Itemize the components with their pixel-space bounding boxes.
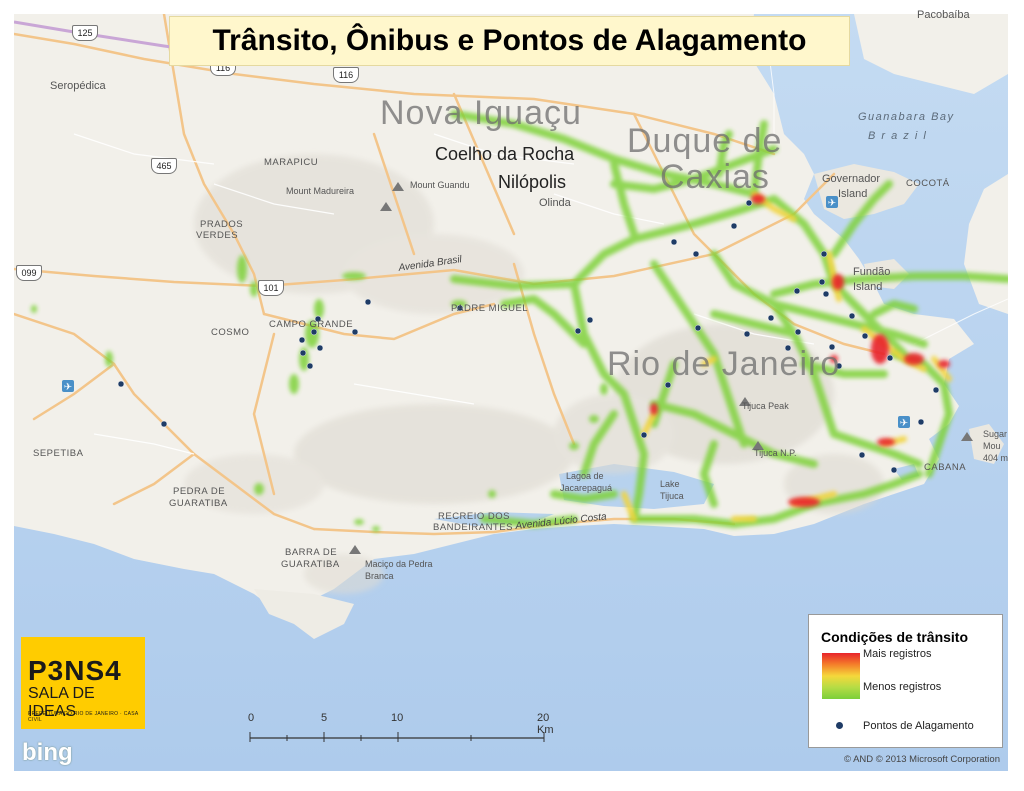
traffic-heat-high (650, 194, 950, 507)
place-rio-de-janeiro: Rio de Janeiro (607, 345, 841, 383)
place-padre-miguel: PADRE MIGUEL (451, 303, 529, 314)
place-recreio-1: RECREIO DOS (438, 511, 511, 522)
place-barra-1: BARRA DE (285, 547, 338, 558)
airport-icons: ✈ ✈ ✈ (62, 196, 910, 429)
place-macico-2: Branca (365, 571, 394, 581)
guaratiba-spit (254, 589, 354, 639)
scale-label-20: 20 Km (537, 712, 554, 736)
scale-label-0: 0 (248, 712, 255, 724)
legend-flood-dot-icon (836, 722, 843, 729)
bing-logo: bing (22, 739, 73, 766)
place-fundao-1: Fundão (853, 266, 891, 278)
ferry-lines (768, 53, 1008, 345)
place-duque-de-caxias-1: Duque de (627, 122, 783, 160)
road-shield-465: 465 (151, 158, 177, 174)
road-shield-125: 125 (72, 25, 98, 41)
flood-points (117, 199, 940, 474)
scale-label-10: 10 (391, 712, 404, 724)
place-brazil-sea: B r a z i l (868, 130, 928, 142)
legend: Condições de trânsito Mais registros Men… (808, 614, 1003, 748)
relief (184, 154, 884, 594)
logo-main-text: P3NS4 (28, 655, 122, 686)
mountain-peak-icons (349, 182, 973, 554)
place-cosmo: COSMO (211, 327, 250, 338)
place-governador-1: Governador (822, 173, 881, 185)
place-mount-guandu: Mount Guandu (410, 180, 470, 190)
scale-label-5: 5 (321, 712, 328, 724)
svg-text:✈: ✈ (900, 418, 908, 429)
legend-gradient (822, 653, 860, 699)
minor-roads (73, 133, 815, 455)
place-nova-iguacu: Nova Iguaçu (380, 94, 582, 132)
legend-flood-label: Pontos de Alagamento (863, 720, 974, 732)
place-seropedica: Seropédica (50, 80, 106, 92)
place-tijuca-peak: Tijuca Peak (742, 401, 789, 411)
place-recreio-2: BANDEIRANTES (433, 522, 513, 533)
place-nilopolis: Nilópolis (498, 172, 567, 192)
logo-sub-text: SALA DE IDEAS (28, 685, 95, 720)
place-prados: PRADOS (200, 219, 244, 230)
place-lake-2: Tijuca (660, 491, 684, 501)
place-campo-grande: CAMPO GRANDE (269, 319, 354, 330)
place-mount-madureira: Mount Madureira (286, 186, 355, 196)
road-shield-116-b: 116 (333, 67, 359, 83)
place-barra-2: GUARATIBA (281, 559, 340, 570)
place-sepetiba: SEPETIBA (33, 448, 84, 459)
place-fundao-2: Island (853, 281, 883, 293)
place-tijuca-np: Tijuca N.P. (754, 448, 797, 458)
legend-most-label: Mais registros (863, 648, 932, 660)
road-shield-099: 099 (16, 265, 42, 281)
place-olinda: Olinda (539, 197, 571, 209)
place-cocota: COCOTÁ (906, 178, 950, 189)
land-northeast (854, 14, 1008, 94)
map-canvas[interactable]: ✈ ✈ ✈ (14, 14, 1008, 771)
governador-island (814, 164, 919, 219)
place-duque-de-caxias-2: Caxias (660, 158, 770, 196)
place-sugar-2: Mou (983, 441, 1001, 451)
place-pedra-2: GUARATIBA (169, 498, 228, 509)
place-marapicu: MARAPICU (264, 157, 319, 168)
legend-least-label: Menos registros (863, 681, 942, 693)
road-shield-101: 101 (258, 280, 284, 296)
place-sugar-1: Sugar (983, 429, 1008, 439)
svg-text:✈: ✈ (64, 382, 72, 393)
place-guanabara-bay: Guanabara Bay (858, 111, 955, 123)
svg-text:✈: ✈ (828, 198, 836, 209)
place-jacarepagua: Jacarepaguá (560, 483, 613, 493)
sugar-area (969, 424, 1004, 464)
map-title-box: Trânsito, Ônibus e Pontos de Alagamento (169, 16, 850, 66)
scale-bar: 0 5 10 20 Km (248, 712, 554, 742)
map-title: Trânsito, Ônibus e Pontos de Alagamento (212, 24, 807, 57)
place-governador-2: Island (838, 188, 868, 200)
scale-ruler (249, 732, 545, 742)
logo-fine-text: PREFEITURA DO RIO DE JANEIRO · CASA CIVI… (28, 711, 139, 723)
legend-title: Condições de trânsito (821, 629, 969, 645)
place-pedra-1: PEDRA DE (173, 486, 226, 497)
place-lagoa: Lagoa de (566, 471, 604, 481)
copyright-text: © AND © 2013 Microsoft Corporation (843, 754, 1000, 765)
place-coelho-da-rocha: Coelho da Rocha (435, 144, 575, 164)
place-verdes: VERDES (196, 230, 239, 241)
place-sugar-3: 404 m (983, 453, 1009, 463)
place-macico-1: Maciço da Pedra (365, 559, 433, 569)
place-copacabana: CABANA (924, 462, 967, 473)
place-pacobaiba: Pacobaíba (917, 9, 970, 21)
place-lake-1: Lake (660, 479, 680, 489)
p3ns4-logo: P3NS4 SALA DE IDEAS PREFEITURA DO RIO DE… (21, 637, 145, 729)
